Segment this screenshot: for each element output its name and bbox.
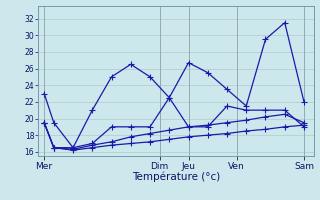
X-axis label: Température (°c): Température (°c) (132, 172, 220, 182)
